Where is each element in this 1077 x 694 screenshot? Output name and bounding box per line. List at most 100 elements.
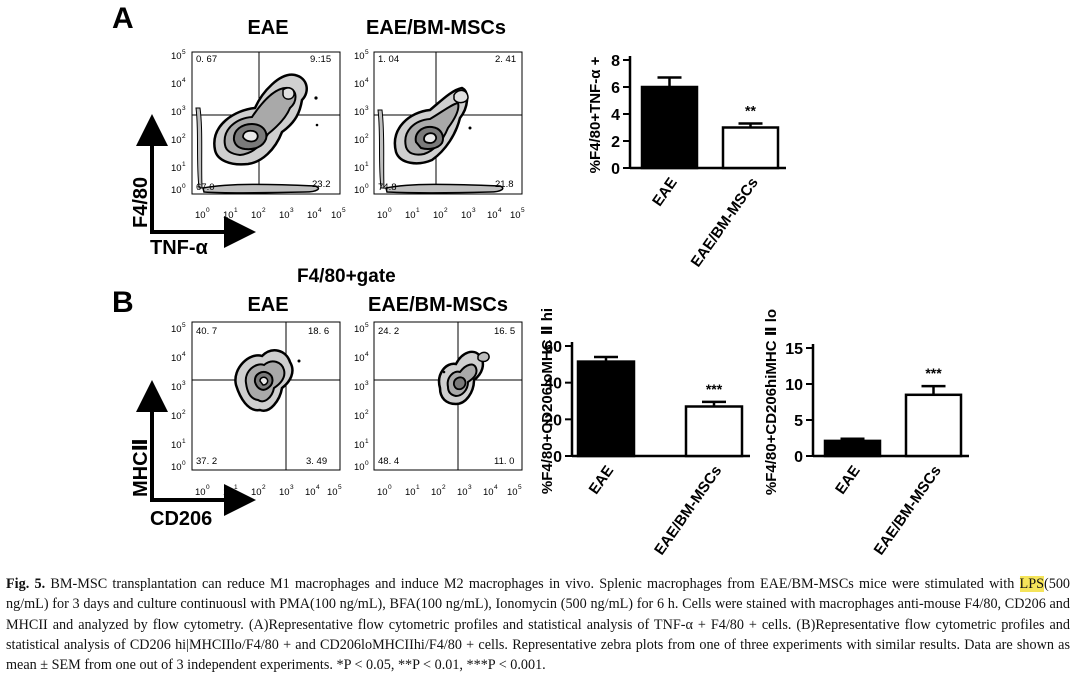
svg-text:4: 4 (316, 484, 320, 491)
svg-text:3: 3 (290, 207, 294, 214)
svg-text:3: 3 (472, 207, 476, 214)
svg-text:10: 10 (510, 210, 521, 221)
svg-text:0: 0 (206, 207, 210, 214)
svg-text:4: 4 (182, 77, 186, 84)
y-tick-label: 5 (794, 413, 803, 430)
svg-text:10: 10 (354, 79, 365, 90)
svg-text:10: 10 (171, 185, 182, 196)
svg-text:10: 10 (354, 440, 365, 451)
svg-text:5: 5 (365, 49, 369, 56)
svg-text:4: 4 (498, 207, 502, 214)
y-tick-label: 0 (794, 449, 803, 466)
svg-text:10: 10 (377, 487, 388, 498)
y-ticks-a1: 10 5 10 4 10 3 10 2 10 1 10 0 (171, 49, 186, 196)
panel-a-plot1-title: EAE (247, 17, 288, 39)
svg-text:1: 1 (182, 438, 186, 445)
svg-text:10: 10 (354, 462, 365, 473)
svg-text:10: 10 (354, 135, 365, 146)
svg-text:10: 10 (487, 210, 498, 221)
figure-caption: Fig. 5. BM-MSC transplantation can reduc… (6, 574, 1070, 675)
x-ticks-a1: 10 0 10 1 10 2 10 3 10 4 10 5 (195, 207, 346, 221)
category-label: EAE (586, 463, 618, 498)
svg-text:0: 0 (365, 460, 369, 467)
svg-text:10: 10 (279, 487, 290, 498)
svg-text:10: 10 (483, 487, 494, 498)
svg-text:10: 10 (354, 353, 365, 364)
svg-text:10: 10 (171, 462, 182, 473)
quad-b1-ll: 37. 2 (196, 456, 217, 467)
x-ticks-b2: 10 0 10 1 10 2 10 3 10 4 10 5 (377, 484, 522, 498)
flow-plot-b2: 24. 2 16. 5 48. 4 11. 0 10 5 10 4 10 3 10 2 … (354, 321, 523, 498)
bar-chart-cd206hi-mhcii-lo: 0 5 10 15 EAE *** EAE/BM-MSCs %F4/80+CD206hiMHC… (763, 309, 969, 558)
svg-text:10: 10 (457, 487, 468, 498)
svg-text:10: 10 (354, 163, 365, 174)
panel-b-y-axis-label: MHCⅡ (130, 438, 152, 497)
svg-text:1: 1 (365, 438, 369, 445)
zebra-contour-a2 (377, 86, 504, 194)
caption-text-2: (500 ng/mL) for 3 days and culture conti… (6, 576, 1071, 674)
significance-label: *** (925, 365, 942, 381)
y-ticks-b1: 10 5 10 4 10 3 10 2 10 1 10 0 (171, 322, 186, 473)
zebra-contour-a1 (195, 73, 320, 194)
panel-b-x-axis-label: CD206 (150, 508, 212, 530)
svg-text:10: 10 (251, 210, 262, 221)
y-tick-label: 10 (785, 377, 803, 394)
y-tick-label: 15 (785, 341, 803, 358)
y-ticks-a2: 10 5 10 4 10 3 10 2 10 1 10 0 (354, 49, 369, 196)
quad-b1-lr: 3. 49 (306, 456, 327, 467)
svg-text:10: 10 (251, 487, 262, 498)
panel-a-plot2-title: EAE/BM-MSCs (366, 17, 506, 39)
svg-text:10: 10 (377, 210, 388, 221)
y-ticks-b2: 10 5 10 4 10 3 10 2 10 1 10 0 (354, 322, 369, 473)
svg-text:0: 0 (388, 207, 392, 214)
svg-text:2: 2 (262, 484, 266, 491)
x-ticks-b1: 10 0 10 1 10 2 10 3 10 4 10 5 (195, 484, 342, 498)
svg-text:3: 3 (182, 380, 186, 387)
panel-b-gate-label: F4/80+gate (297, 266, 396, 287)
y-tick-label: 8 (611, 53, 620, 70)
svg-text:3: 3 (290, 484, 294, 491)
svg-text:10: 10 (433, 210, 444, 221)
panel-b-plot1-title: EAE (247, 294, 288, 316)
svg-text:1: 1 (234, 484, 238, 491)
zebra-contour-b2 (437, 350, 490, 406)
y-axis-title: %F4/80+CD206loMHC Ⅱ hi (539, 308, 556, 494)
svg-text:3: 3 (468, 484, 472, 491)
svg-text:4: 4 (494, 484, 498, 491)
bar-chart-cd206lo-mhcii-hi: 0 20 40 60 EAE *** EAE/BM-MSCs %F4/80+CD206loMH… (539, 308, 750, 558)
y-tick-label: 40 (544, 376, 562, 393)
quad-a2-ul: 1. 04 (378, 54, 399, 65)
svg-text:10: 10 (354, 107, 365, 118)
quad-a1-ul: 0. 67 (196, 54, 217, 65)
svg-text:2: 2 (365, 133, 369, 140)
bar (721, 126, 780, 170)
svg-text:1: 1 (416, 484, 420, 491)
svg-text:10: 10 (507, 487, 518, 498)
quad-b2-ul: 24. 2 (378, 326, 399, 337)
quad-b1-ur: 18. 6 (308, 326, 329, 337)
category-label: EAE/BM-MSCs (651, 463, 725, 559)
svg-text:5: 5 (342, 207, 346, 214)
svg-text:1: 1 (182, 161, 186, 168)
y-tick-label: 0 (611, 161, 620, 178)
svg-text:10: 10 (405, 487, 416, 498)
y-axis-title: %F4/80+CD206hiMHC Ⅱ lo (763, 309, 780, 495)
svg-text:1: 1 (365, 161, 369, 168)
svg-text:10: 10 (354, 185, 365, 196)
svg-text:10: 10 (327, 487, 338, 498)
svg-text:10: 10 (279, 210, 290, 221)
quad-a2-ur: 2. 41 (495, 54, 516, 65)
svg-text:5: 5 (182, 49, 186, 56)
svg-text:10: 10 (171, 440, 182, 451)
svg-text:10: 10 (171, 135, 182, 146)
quad-a1-lr: 23.2 (312, 179, 331, 190)
flow-plot-a1: 0. 67 9.:15 67.0 23.2 10 5 10 4 10 3 10 2 10… (171, 49, 346, 221)
quad-a2-lr: 21.8 (495, 179, 514, 190)
panel-a-x-axis-label: TNF-α (150, 237, 209, 259)
svg-text:2: 2 (365, 409, 369, 416)
caption-label: Fig. 5. (6, 576, 46, 592)
svg-text:10: 10 (354, 324, 365, 335)
svg-text:10: 10 (171, 411, 182, 422)
svg-text:0: 0 (365, 183, 369, 190)
figure: A EAE EAE/BM-MSCs 0. 67 9.:15 67.0 23.2 … (112, 2, 969, 558)
